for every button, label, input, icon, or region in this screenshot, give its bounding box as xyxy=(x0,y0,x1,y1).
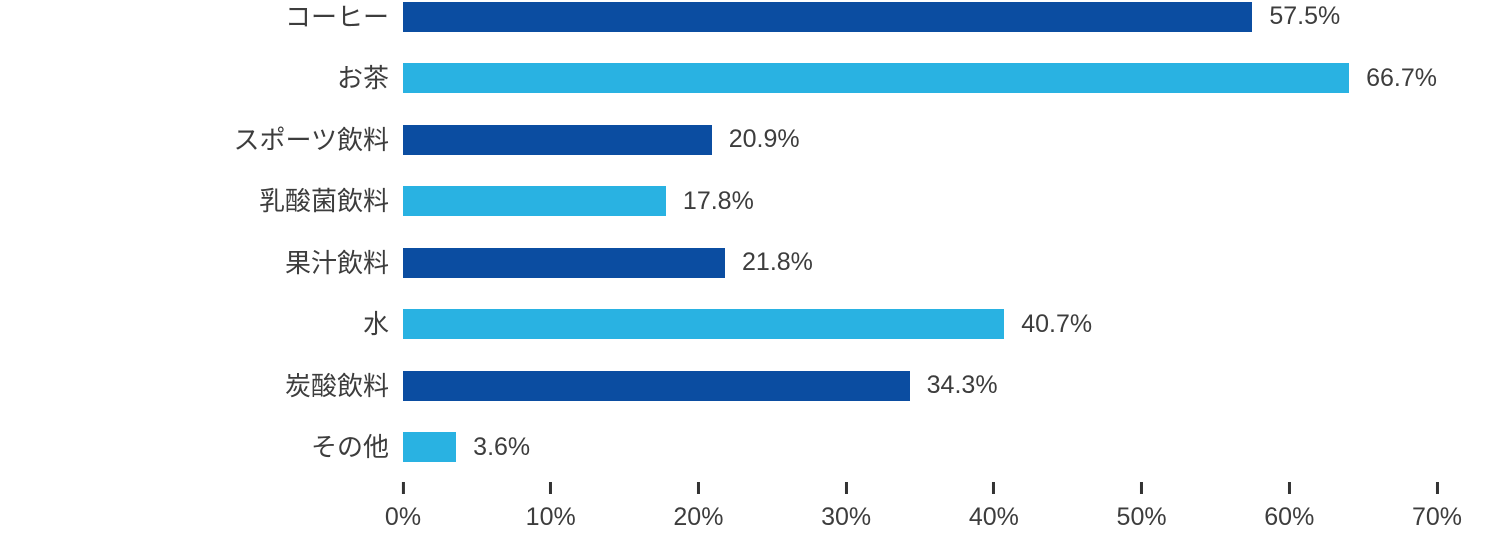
plot-area: 40.7% xyxy=(403,309,1437,340)
x-axis-tick: 50% xyxy=(1117,482,1167,530)
category-label: お茶 xyxy=(336,63,389,94)
tick-label: 40% xyxy=(968,503,1019,531)
bar-row: その他 3.6% xyxy=(0,417,1500,479)
plot-area: 17.8% xyxy=(403,186,1437,217)
plot-area: 66.7% xyxy=(403,63,1437,94)
tick-mark xyxy=(844,482,848,494)
tick-label: 60% xyxy=(1264,503,1315,531)
bar-row: 水 40.7% xyxy=(0,294,1500,356)
bar-rows: コーヒー 57.5% お茶 66.7% スポーツ飲料 20.9% 乳酸菌飲料 17.8% 果汁飲… xyxy=(0,0,1500,479)
bar-row: コーヒー 57.5% xyxy=(0,0,1500,48)
plot-area: 3.6% xyxy=(403,432,1437,463)
x-axis-tick: 20% xyxy=(673,482,723,530)
x-axis-tick: 10% xyxy=(526,482,576,530)
x-axis-tick: 0% xyxy=(385,482,421,530)
tick-mark xyxy=(549,482,553,494)
tick-label: 0% xyxy=(384,503,422,531)
bar xyxy=(403,247,726,278)
category-label: 果汁飲料 xyxy=(284,247,389,278)
x-axis-tick: 40% xyxy=(969,482,1019,530)
value-label: 20.9% xyxy=(728,125,800,154)
tick-label: 50% xyxy=(1116,503,1167,531)
tick-mark xyxy=(1287,482,1291,494)
tick-mark xyxy=(992,482,996,494)
value-label: 21.8% xyxy=(742,248,813,277)
category-label: その他 xyxy=(310,432,389,463)
bar xyxy=(403,124,712,155)
plot-area: 21.8% xyxy=(403,247,1437,278)
bar-row: 炭酸飲料 34.3% xyxy=(0,355,1500,417)
category-label: スポーツ飲料 xyxy=(233,124,389,155)
tick-label: 70% xyxy=(1411,503,1463,531)
value-label: 66.7% xyxy=(1366,63,1437,92)
value-label: 40.7% xyxy=(1021,309,1093,338)
plot-area: 20.9% xyxy=(403,124,1437,155)
bar xyxy=(403,309,1005,340)
bar-row: 果汁飲料 21.8% xyxy=(0,232,1500,294)
category-label: 炭酸飲料 xyxy=(284,370,389,401)
value-label: 57.5% xyxy=(1269,2,1341,31)
plot-area: 57.5% xyxy=(403,1,1437,32)
plot-area: 34.3% xyxy=(403,370,1437,401)
bar xyxy=(403,63,1350,94)
tick-mark xyxy=(1140,482,1144,494)
category-label: 水 xyxy=(362,309,389,340)
bar xyxy=(403,432,457,463)
x-axis-tick: 70% xyxy=(1412,482,1462,530)
bar xyxy=(403,370,910,401)
x-axis: 0% 10% 20% 30% 40% 50% 60% 70% xyxy=(385,482,1462,542)
bar xyxy=(403,1,1253,32)
category-label: コーヒー xyxy=(284,1,389,32)
bar-row: お茶 66.7% xyxy=(0,48,1500,110)
bar-row: 乳酸菌飲料 17.8% xyxy=(0,171,1500,233)
bar-row: スポーツ飲料 20.9% xyxy=(0,109,1500,171)
value-label: 34.3% xyxy=(926,371,998,400)
tick-label: 20% xyxy=(673,503,724,531)
tick-label: 30% xyxy=(821,503,872,531)
value-label: 17.8% xyxy=(682,186,754,215)
tick-label: 10% xyxy=(525,503,576,531)
tick-mark xyxy=(401,482,405,494)
value-label: 3.6% xyxy=(473,432,531,461)
tick-mark xyxy=(1435,482,1439,494)
x-axis-tick: 30% xyxy=(821,482,871,530)
bar xyxy=(403,186,666,217)
x-axis-tick: 60% xyxy=(1264,482,1314,530)
tick-mark xyxy=(696,482,700,494)
category-label: 乳酸菌飲料 xyxy=(258,186,389,217)
